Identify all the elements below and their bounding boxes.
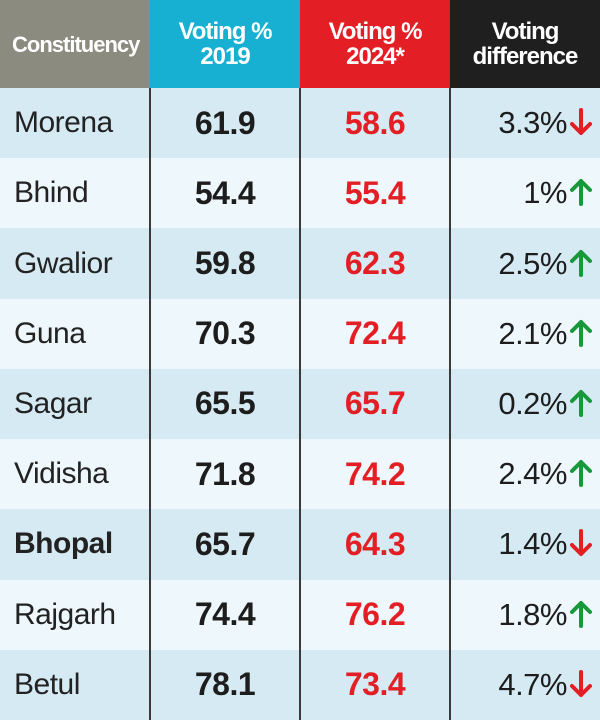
arrow-up (570, 319, 592, 347)
column-header: Voting % 2024* (300, 0, 450, 88)
arrow-shape (570, 108, 592, 136)
arrow-down (570, 108, 592, 136)
table-header: Constituency Voting % 2019 Voting % 2024* V… (0, 0, 600, 88)
table-row: Bhopal 65.7 64.3 1.4% (0, 509, 600, 580)
table-row: Guna 70.3 72.4 2.1% (0, 298, 600, 369)
difference-cell: 0.2% (449, 368, 600, 440)
arrow-shape (570, 529, 592, 557)
column-header: Voting difference (450, 0, 600, 88)
arrow-up (570, 389, 592, 417)
table-cell: Guna (0, 298, 150, 369)
table-cell: 74.2 (299, 439, 450, 510)
arrow-down (570, 529, 592, 557)
arrow-up (570, 460, 592, 488)
table-cell: Rajgarh (0, 579, 150, 650)
column-header: Constituency (0, 0, 150, 88)
table-cell: 65.7 (299, 368, 450, 440)
arrow-down (570, 669, 592, 697)
table-cell: 61.9 (149, 88, 300, 159)
arrow-shape (570, 249, 592, 277)
table-cell: 64.3 (299, 509, 450, 580)
column-header: Voting % 2019 (150, 0, 300, 88)
table-cell: 62.3 (299, 228, 450, 299)
arrow-up (570, 600, 592, 628)
difference-cell: 4.7% (449, 649, 600, 720)
arrow-shape (570, 319, 592, 347)
table-cell: Bhopal (0, 509, 150, 580)
table-row: Betul 78.1 73.4 4.7% (0, 649, 600, 720)
arrow-up (570, 249, 592, 277)
table-row: Gwalior 59.8 62.3 2.5% (0, 228, 600, 299)
difference-value: 2.1% (498, 315, 567, 351)
table-cell: 72.4 (299, 298, 450, 369)
arrow-shape (570, 389, 592, 417)
table-cell: 54.4 (149, 158, 300, 229)
difference-cell: 2.4% (449, 439, 600, 510)
difference-value: 1.8% (498, 596, 567, 632)
table-cell: 65.7 (149, 509, 300, 580)
table-cell: 73.4 (299, 649, 450, 720)
difference-cell: 1% (449, 158, 600, 229)
table-row: Vidisha 71.8 74.2 2.4% (0, 439, 600, 510)
difference-value: 2.4% (498, 456, 567, 492)
difference-cell: 1.8% (449, 579, 600, 650)
arrow-shape (570, 179, 592, 207)
difference-value: 3.3% (498, 105, 567, 141)
table-cell: 78.1 (149, 649, 300, 720)
table-row: Sagar 65.5 65.7 0.2% (0, 368, 600, 440)
arrow-up (570, 179, 592, 207)
table-row: Bhind 54.4 55.4 1% (0, 158, 600, 229)
difference-cell: 2.5% (449, 228, 600, 299)
table-cell: 76.2 (299, 579, 450, 650)
header-row: Constituency Voting % 2019 Voting % 2024* V… (0, 0, 600, 88)
table-cell: 58.6 (299, 88, 450, 159)
table-row: Rajgarh 74.4 76.2 1.8% (0, 579, 600, 650)
difference-value: 1.4% (498, 526, 567, 562)
table-cell: Bhind (0, 158, 150, 229)
arrow-shape (570, 460, 592, 488)
table-cell: Betul (0, 649, 150, 720)
difference-value: 2.5% (498, 245, 567, 281)
table-cell: 70.3 (149, 298, 300, 369)
difference-cell: 2.1% (449, 298, 600, 369)
table-cell: 55.4 (299, 158, 450, 229)
table-cell: 65.5 (149, 368, 300, 440)
table-cell: Gwalior (0, 228, 150, 299)
arrow-shape (570, 600, 592, 628)
table-cell: 74.4 (149, 579, 300, 650)
table-row: Morena 61.9 58.6 3.3% (0, 88, 600, 159)
arrow-shape (570, 669, 592, 697)
table-cell: Vidisha (0, 439, 150, 510)
table-cell: Sagar (0, 368, 150, 440)
difference-value: 1% (523, 175, 567, 211)
table-cell: Morena (0, 88, 150, 159)
table-cell: 59.8 (149, 228, 300, 299)
difference-cell: 3.3% (449, 88, 600, 159)
difference-cell: 1.4% (449, 509, 600, 580)
table-body: Morena 61.9 58.6 3.3% Bhind 54.4 55.4 1% Gwalior… (0, 88, 600, 720)
difference-value: 4.7% (498, 666, 567, 702)
difference-value: 0.2% (498, 385, 567, 421)
table-cell: 71.8 (149, 439, 300, 510)
